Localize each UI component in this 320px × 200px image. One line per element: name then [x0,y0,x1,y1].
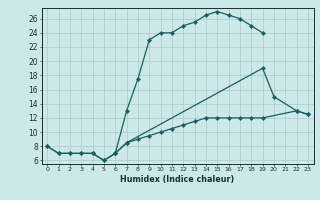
X-axis label: Humidex (Indice chaleur): Humidex (Indice chaleur) [120,175,235,184]
